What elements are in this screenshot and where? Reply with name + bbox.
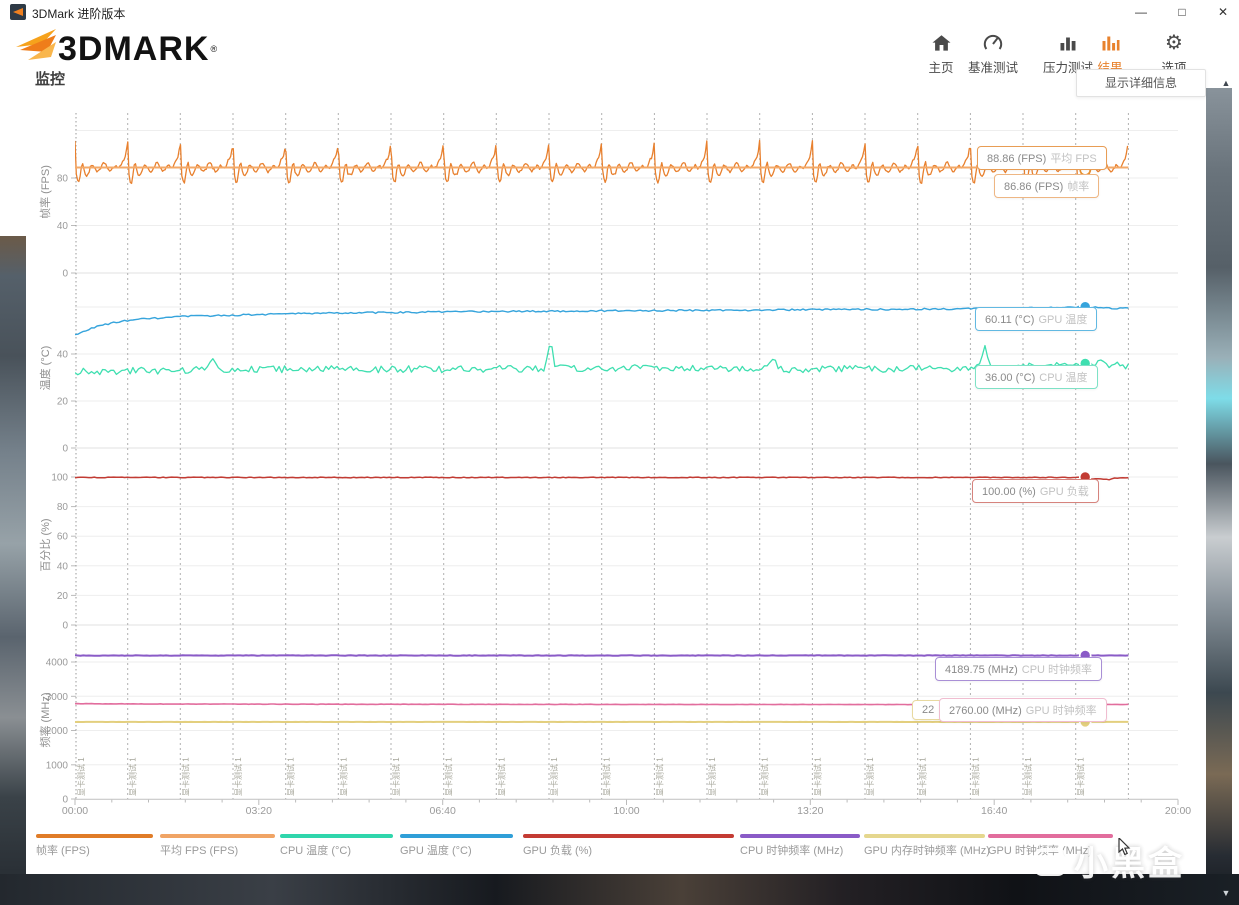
svg-text:显卡测试 1: 显卡测试 1 xyxy=(707,757,717,796)
gear-icon: ⚙ xyxy=(1165,32,1183,54)
x-tick-label: 16:40 xyxy=(981,805,1007,817)
background-art-bottom xyxy=(0,874,1239,905)
svg-text:显卡测试 1: 显卡测试 1 xyxy=(496,757,506,796)
legend-item[interactable]: 帧率 (FPS) xyxy=(36,845,90,857)
scroll-down-icon[interactable]: ▼ xyxy=(1221,888,1231,898)
app-icon xyxy=(10,4,26,20)
legend-item[interactable]: 平均 FPS (FPS) xyxy=(160,845,239,857)
x-tick-label: 10:00 xyxy=(613,805,639,817)
heybox-watermark: 小黑盒 xyxy=(1032,836,1185,885)
svg-text:0: 0 xyxy=(62,621,68,632)
bar-chart-icon xyxy=(1043,30,1093,54)
legend-item[interactable]: GPU 负载 (%) xyxy=(523,845,593,857)
badge-gpu-temp[interactable]: 60.11 (°C) GPU 温度 xyxy=(975,307,1098,331)
series-line-gpu-temp xyxy=(75,305,1129,336)
legend-swatch[interactable] xyxy=(400,834,513,838)
series-line-cpu-temp xyxy=(75,344,1129,376)
svg-text:显卡测试 1: 显卡测试 1 xyxy=(970,757,980,796)
legend-swatch[interactable] xyxy=(280,834,393,838)
background-art-left xyxy=(0,236,26,905)
legend-swatch[interactable] xyxy=(160,834,275,838)
heybox-logo-icon xyxy=(1034,847,1066,876)
title-bar: 3DMark 进阶版本 — □ ✕ xyxy=(0,0,1239,24)
x-tick-label: 13:20 xyxy=(797,805,823,817)
svg-text:显卡测试 1: 显卡测试 1 xyxy=(444,757,454,796)
x-tick-label: 06:40 xyxy=(430,805,456,817)
yaxis-label-temp: 温度 (°C) xyxy=(40,345,52,391)
legend-swatch[interactable] xyxy=(988,834,1113,838)
legend-item[interactable]: GPU 温度 (°C) xyxy=(400,845,472,857)
legend-swatch[interactable] xyxy=(864,834,985,838)
svg-text:显卡测试 1: 显卡测试 1 xyxy=(391,757,401,796)
3dmark-logo: 3DMARK ® xyxy=(12,26,217,72)
svg-text:0: 0 xyxy=(62,444,68,455)
svg-text:40: 40 xyxy=(57,221,69,232)
svg-text:显卡测试 1: 显卡测试 1 xyxy=(865,757,875,796)
svg-text:显卡测试 1: 显卡测试 1 xyxy=(760,757,770,796)
series-line-gpu-load xyxy=(75,476,1129,481)
svg-text:0: 0 xyxy=(62,795,68,806)
show-details-tooltip: 显示详细信息 xyxy=(1076,69,1206,97)
svg-text:显卡测试 1: 显卡测试 1 xyxy=(1023,757,1033,796)
svg-text:100: 100 xyxy=(51,473,68,484)
yaxis-label-freq: 频率 (MHz) xyxy=(40,692,52,748)
registered-mark: ® xyxy=(210,44,218,54)
legend-item[interactable]: CPU 时钟频率 (MHz) xyxy=(740,845,844,857)
svg-text:40: 40 xyxy=(57,350,69,361)
legend-swatch[interactable] xyxy=(740,834,860,838)
svg-text:80: 80 xyxy=(57,502,69,513)
svg-text:20: 20 xyxy=(57,591,69,602)
legend-swatch[interactable] xyxy=(36,834,153,838)
svg-text:显卡测试 1: 显卡测试 1 xyxy=(918,757,928,796)
close-button[interactable]: ✕ xyxy=(1217,5,1229,19)
svg-text:显卡测试 1: 显卡测试 1 xyxy=(233,757,243,796)
svg-text:显卡测试 1: 显卡测试 1 xyxy=(338,757,348,796)
nav-benchmark[interactable]: 基准测试 xyxy=(968,30,1018,76)
svg-text:20: 20 xyxy=(57,397,69,408)
maximize-button[interactable]: □ xyxy=(1178,5,1186,19)
svg-text:60: 60 xyxy=(57,532,69,543)
yaxis-label-percent: 百分比 (%) xyxy=(40,518,52,572)
svg-text:显卡测试 1: 显卡测试 1 xyxy=(1076,757,1086,796)
minimize-button[interactable]: — xyxy=(1135,5,1147,19)
x-tick-label: 00:00 xyxy=(62,805,88,817)
svg-text:显卡测试 1: 显卡测试 1 xyxy=(602,757,612,796)
svg-text:显卡测试 1: 显卡测试 1 xyxy=(128,757,138,796)
x-tick-label: 03:20 xyxy=(246,805,272,817)
x-tick-label: 20:00 xyxy=(1165,805,1191,817)
3dmark-flame-icon xyxy=(16,29,56,60)
scroll-up-icon[interactable]: ▲ xyxy=(1221,78,1231,88)
svg-text:显卡测试 1: 显卡测试 1 xyxy=(654,757,664,796)
svg-text:显卡测试 1: 显卡测试 1 xyxy=(286,757,296,796)
badge-gpu-clock[interactable]: 2760.00 (MHz) GPU 时钟频率 xyxy=(939,698,1107,722)
svg-text:80: 80 xyxy=(57,174,69,185)
badge-avg-fps[interactable]: 88.86 (FPS) 平均 FPS xyxy=(977,146,1107,170)
mouse-cursor xyxy=(1118,838,1131,856)
svg-text:显卡测试 1: 显卡测试 1 xyxy=(180,757,190,796)
svg-text:显卡测试 1: 显卡测试 1 xyxy=(549,757,559,796)
results-chart-icon xyxy=(1097,30,1122,54)
legend-item[interactable]: GPU 内存时钟频率 (MHz) xyxy=(864,845,990,857)
svg-text:显卡测试 1: 显卡测试 1 xyxy=(812,757,822,796)
badge-cpu-temp[interactable]: 36.00 (°C) CPU 温度 xyxy=(975,365,1098,389)
brand-name: 3DMARK xyxy=(58,30,210,68)
yaxis-label-fps: 帧率 (FPS) xyxy=(40,165,52,219)
window-title: 3DMark 进阶版本 xyxy=(32,7,126,21)
legend-swatch[interactable] xyxy=(523,834,734,838)
background-art-right xyxy=(1206,88,1232,905)
home-icon xyxy=(928,30,953,54)
page-title: 监控 xyxy=(35,71,66,88)
svg-text:0: 0 xyxy=(62,269,68,280)
legend-item[interactable]: CPU 温度 (°C) xyxy=(280,845,352,857)
svg-text:40: 40 xyxy=(57,561,69,572)
nav-home[interactable]: 主页 xyxy=(928,30,954,76)
badge-cpu-clock[interactable]: 4189.75 (MHz) CPU 时钟频率 xyxy=(935,657,1103,681)
svg-text:显卡测试 1: 显卡测试 1 xyxy=(76,757,86,796)
badge-fps[interactable]: 86.86 (FPS) 帧率 xyxy=(994,174,1100,198)
gauge-icon xyxy=(968,30,1018,54)
series-line-fps xyxy=(75,139,1129,185)
badge-gpu-load[interactable]: 100.00 (%) GPU 负载 xyxy=(972,479,1099,503)
